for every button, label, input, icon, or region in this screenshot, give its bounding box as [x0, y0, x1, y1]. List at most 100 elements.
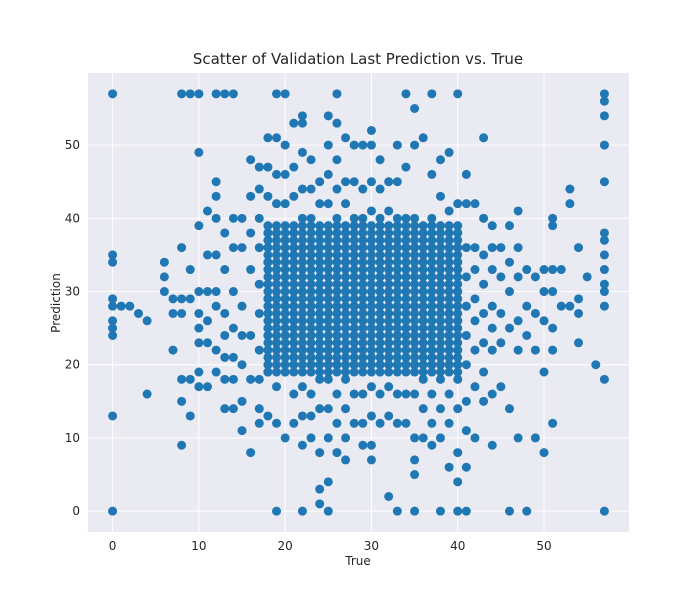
data-point: [453, 294, 463, 304]
data-point: [427, 279, 437, 289]
data-point: [272, 199, 282, 209]
data-point: [470, 382, 480, 392]
data-point: [470, 294, 480, 304]
data-point: [194, 147, 204, 157]
data-point: [306, 221, 316, 231]
data-point: [410, 279, 420, 289]
data-point: [297, 272, 307, 282]
x-tick-label: 30: [364, 539, 379, 553]
data-point: [453, 250, 463, 260]
data-point: [470, 316, 480, 326]
data-point: [435, 155, 445, 165]
data-point: [366, 440, 376, 450]
data-point: [194, 367, 204, 377]
data-point: [341, 243, 351, 253]
data-point: [375, 235, 385, 245]
data-point: [315, 272, 325, 282]
data-point: [272, 89, 282, 99]
data-point: [332, 257, 342, 267]
data-point: [332, 118, 342, 128]
data-point: [435, 323, 445, 333]
data-point: [323, 301, 333, 311]
data-point: [297, 440, 307, 450]
data-point: [401, 228, 411, 238]
data-point: [384, 250, 394, 260]
data-point: [306, 228, 316, 238]
data-point: [427, 228, 437, 238]
data-point: [315, 448, 325, 458]
data-point: [220, 352, 230, 362]
data-point: [410, 470, 420, 480]
data-point: [435, 272, 445, 282]
data-point: [358, 228, 368, 238]
data-point: [435, 228, 445, 238]
data-point: [366, 221, 376, 231]
data-point: [444, 323, 454, 333]
data-point: [410, 455, 420, 465]
data-point: [211, 367, 221, 377]
data-point: [349, 265, 359, 275]
data-point: [185, 411, 195, 421]
data-point: [366, 345, 376, 355]
data-point: [254, 213, 264, 223]
data-point: [297, 250, 307, 260]
data-point: [306, 184, 316, 194]
data-point: [375, 330, 385, 340]
data-point: [349, 308, 359, 318]
data-point: [410, 257, 420, 267]
data-point: [375, 265, 385, 275]
data-point: [418, 228, 428, 238]
data-point: [418, 345, 428, 355]
data-point: [375, 243, 385, 253]
data-points: [108, 89, 609, 516]
data-point: [341, 199, 351, 209]
data-point: [599, 287, 609, 297]
data-point: [323, 316, 333, 326]
data-point: [211, 345, 221, 355]
data-point: [410, 301, 420, 311]
data-point: [427, 89, 437, 99]
data-point: [341, 345, 351, 355]
data-point: [263, 243, 273, 253]
data-point: [539, 367, 549, 377]
data-point: [366, 367, 376, 377]
data-point: [418, 404, 428, 414]
data-point: [297, 323, 307, 333]
data-point: [556, 301, 566, 311]
data-point: [323, 338, 333, 348]
x-tick-label: 50: [536, 539, 551, 553]
data-point: [427, 221, 437, 231]
data-point: [599, 111, 609, 121]
data-point: [392, 272, 402, 282]
data-point: [366, 272, 376, 282]
data-point: [289, 345, 299, 355]
data-point: [410, 104, 420, 114]
data-point: [444, 287, 454, 297]
y-axis-label: Prediction: [49, 273, 63, 333]
data-point: [297, 235, 307, 245]
data-point: [384, 265, 394, 275]
data-point: [565, 301, 575, 311]
data-point: [297, 147, 307, 157]
data-point: [323, 367, 333, 377]
data-point: [453, 221, 463, 231]
data-point: [401, 418, 411, 428]
data-point: [263, 257, 273, 267]
data-point: [366, 250, 376, 260]
data-point: [263, 308, 273, 318]
data-point: [427, 360, 437, 370]
data-point: [384, 338, 394, 348]
data-point: [401, 367, 411, 377]
data-point: [358, 243, 368, 253]
data-point: [384, 235, 394, 245]
data-point: [341, 279, 351, 289]
data-point: [306, 389, 316, 399]
data-point: [272, 265, 282, 275]
data-point: [349, 140, 359, 150]
data-point: [323, 294, 333, 304]
data-point: [280, 360, 290, 370]
data-point: [401, 279, 411, 289]
data-point: [323, 235, 333, 245]
data-point: [401, 257, 411, 267]
data-point: [453, 316, 463, 326]
